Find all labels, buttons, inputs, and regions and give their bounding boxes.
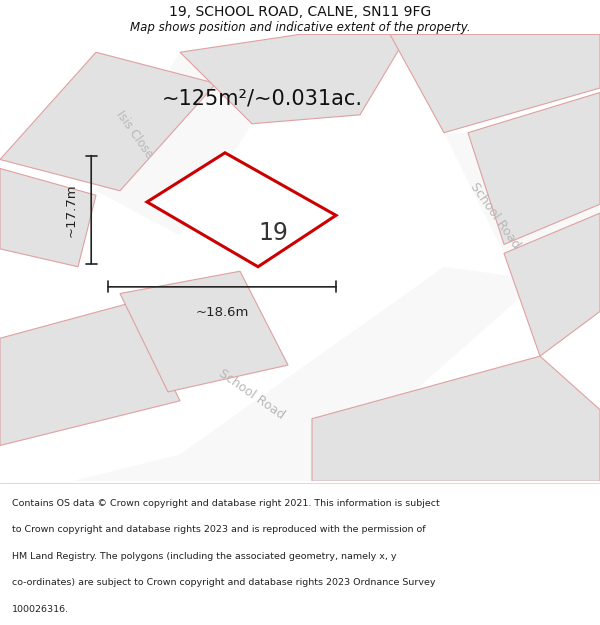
Text: School Road: School Road (467, 180, 523, 251)
Text: to Crown copyright and database rights 2023 and is reproduced with the permissio: to Crown copyright and database rights 2… (12, 525, 425, 534)
Text: ~125m²/~0.031ac.: ~125m²/~0.031ac. (162, 88, 363, 108)
Text: 19, SCHOOL ROAD, CALNE, SN11 9FG: 19, SCHOOL ROAD, CALNE, SN11 9FG (169, 5, 431, 19)
Text: 100026316.: 100026316. (12, 605, 69, 614)
Text: 19: 19 (258, 221, 288, 245)
Polygon shape (390, 34, 600, 132)
Polygon shape (504, 213, 600, 356)
Text: Map shows position and indicative extent of the property.: Map shows position and indicative extent… (130, 21, 470, 34)
Polygon shape (0, 168, 96, 267)
Polygon shape (312, 356, 600, 481)
Polygon shape (444, 132, 600, 356)
Polygon shape (96, 52, 252, 236)
Text: ~17.7m: ~17.7m (65, 183, 78, 237)
Polygon shape (72, 267, 540, 481)
Polygon shape (147, 152, 336, 267)
Polygon shape (468, 92, 600, 244)
Text: Isis Close: Isis Close (114, 109, 156, 161)
Text: School Road: School Road (217, 367, 287, 422)
Text: HM Land Registry. The polygons (including the associated geometry, namely x, y: HM Land Registry. The polygons (includin… (12, 552, 397, 561)
Polygon shape (120, 271, 288, 392)
Text: co-ordinates) are subject to Crown copyright and database rights 2023 Ordnance S: co-ordinates) are subject to Crown copyr… (12, 578, 436, 587)
Polygon shape (0, 52, 216, 191)
Polygon shape (0, 302, 180, 446)
Text: ~18.6m: ~18.6m (196, 306, 248, 319)
Polygon shape (180, 34, 408, 124)
Text: Contains OS data © Crown copyright and database right 2021. This information is : Contains OS data © Crown copyright and d… (12, 499, 440, 508)
